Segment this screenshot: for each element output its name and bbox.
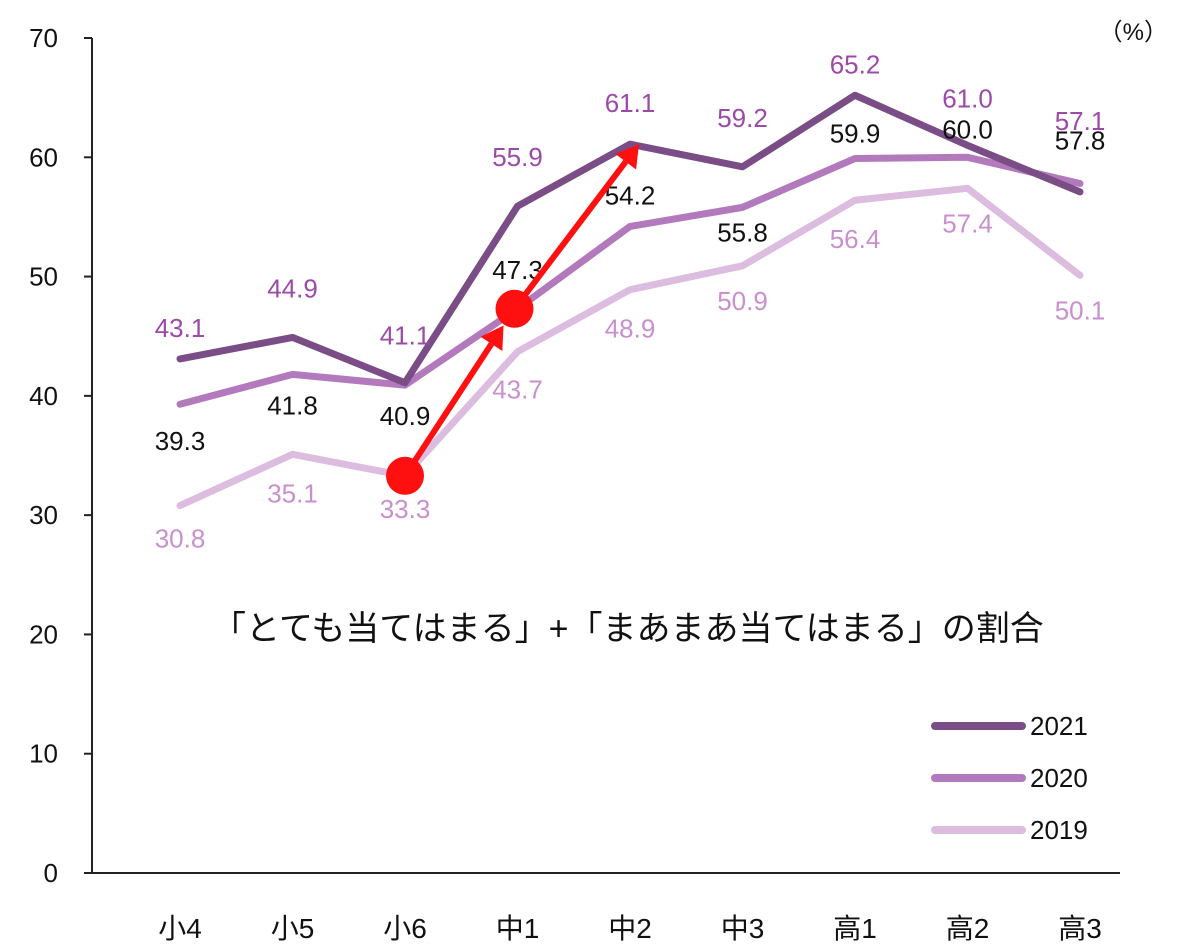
data-label-2021: 59.2 (717, 103, 768, 133)
data-label-2019: 30.8 (155, 524, 206, 554)
data-label-2021: 44.9 (267, 273, 318, 303)
x-tick-label: 小4 (158, 913, 202, 944)
data-label-2020: 60.0 (942, 114, 993, 144)
data-labels: 43.144.941.155.961.1 59.265.261.057.139.3… (155, 49, 1106, 553)
data-label-2019: 43.7 (492, 375, 543, 405)
data-label-2019: 48.9 (605, 314, 656, 344)
data-label-2021: 61.1 (605, 88, 656, 118)
data-label-2019: 35.1 (267, 478, 318, 508)
data-label-2019: 50.9 (717, 286, 768, 316)
highlight-arrow-2-shaft (515, 162, 626, 309)
x-tick-label: 中2 (608, 913, 652, 944)
data-label-2019: 56.4 (830, 224, 881, 254)
data-label-2020: 39.3 (155, 426, 206, 456)
y-tick-label: 50 (29, 262, 58, 292)
data-label-2020: 57.8 (1055, 126, 1106, 156)
data-label-2020: 59.9 (830, 118, 881, 148)
highlight-point-mid (496, 290, 534, 328)
y-tick-label: 60 (29, 142, 58, 172)
data-label-2020: 54.2 (605, 180, 656, 210)
y-tick-label: 0 (44, 858, 58, 888)
unit-label: （%） (1099, 19, 1168, 46)
data-label-2020: 55.8 (717, 217, 768, 247)
x-tick-label: 中1 (496, 913, 540, 944)
y-tick-label: 30 (29, 500, 58, 530)
annotation-text: 「とても当てはまる」+「まあまあ当てはまる」の割合 (212, 610, 1044, 648)
x-tick-label: 高3 (1058, 913, 1102, 944)
y-tick-label: 20 (29, 619, 58, 649)
legend-label-2020: 2020 (1030, 763, 1088, 793)
data-label-2020: 40.9 (380, 401, 431, 431)
data-label-2021: 43.1 (155, 313, 206, 343)
data-label-2019: 33.3 (380, 494, 431, 524)
axes (92, 38, 1120, 873)
highlight-point-start (386, 457, 424, 495)
y-tick-label: 40 (29, 381, 58, 411)
data-label-2021: 65.2 (830, 49, 881, 79)
data-label-2019: 50.1 (1055, 295, 1106, 325)
x-ticks: 小4 小5 小6 中1 中2 中3 高1 高2 高3 (158, 913, 1102, 944)
x-tick-label: 高1 (833, 913, 877, 944)
x-tick-label: 中3 (721, 913, 765, 944)
data-label-2021: 61.0 (942, 83, 993, 113)
highlight-arrows (386, 144, 639, 495)
data-label-2020: 41.8 (267, 390, 318, 420)
data-label-2021: 55.9 (492, 142, 543, 172)
x-tick-label: 高2 (946, 913, 990, 944)
x-tick-label: 小5 (271, 913, 315, 944)
legend-label-2021: 2021 (1030, 711, 1088, 741)
legend-label-2019: 2019 (1030, 815, 1088, 845)
legend: 2021 2020 2019 (935, 711, 1088, 845)
data-label-2019: 57.4 (942, 208, 993, 238)
y-ticks: 0 10 20 30 40 50 60 70 (29, 23, 92, 888)
data-label-2021: 41.1 (380, 321, 431, 351)
y-tick-label: 70 (29, 23, 58, 53)
y-tick-label: 10 (29, 739, 58, 769)
x-tick-label: 小6 (383, 913, 427, 944)
